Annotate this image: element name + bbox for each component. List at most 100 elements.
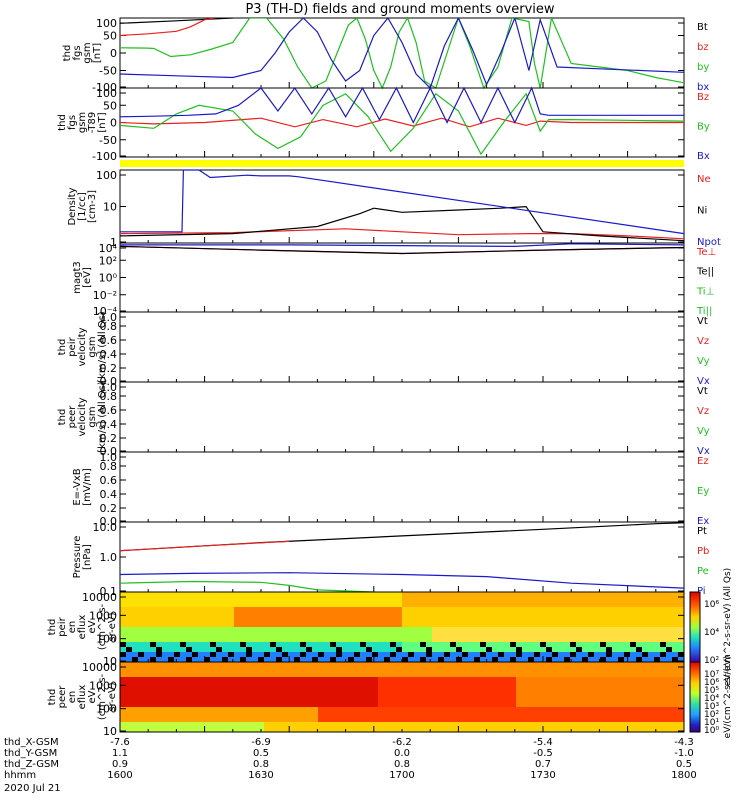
spectrogram-cell bbox=[672, 642, 679, 648]
spectrogram-cell bbox=[480, 622, 487, 628]
spectrogram-cell bbox=[480, 702, 487, 708]
spectrogram-cell bbox=[660, 627, 667, 633]
spectrogram-cell bbox=[222, 697, 229, 703]
spectrogram-cell bbox=[588, 697, 595, 703]
spectrogram-cell bbox=[198, 642, 205, 648]
spectrogram-cell bbox=[672, 707, 679, 713]
spectrogram-cell bbox=[624, 702, 631, 708]
spectrogram-cell bbox=[186, 637, 193, 643]
spectrogram-cell bbox=[162, 712, 169, 718]
spectrogram-cell bbox=[216, 612, 223, 618]
spectrogram-cell bbox=[432, 627, 439, 633]
x-axis-row-label: thd_Z-GSM bbox=[4, 759, 59, 770]
spectrogram-cell bbox=[396, 652, 403, 658]
spectrogram-cell bbox=[666, 592, 673, 598]
y-tick-label: 10.0 bbox=[93, 521, 118, 534]
spectrogram-cell bbox=[432, 702, 439, 708]
spectrogram-cell bbox=[678, 697, 685, 703]
series-line-pt bbox=[120, 522, 684, 552]
spectrogram-cell bbox=[552, 657, 559, 663]
spectrogram-cell bbox=[360, 602, 367, 608]
y-tick-label: 0.4 bbox=[100, 348, 118, 361]
spectrogram-cell bbox=[546, 627, 553, 633]
spectrogram-cell bbox=[498, 602, 505, 608]
spectrogram-cell bbox=[252, 617, 259, 623]
spectrogram-cell bbox=[456, 627, 463, 633]
spectrogram-cell bbox=[450, 717, 457, 723]
spectrogram-cell bbox=[216, 662, 223, 668]
spectrogram-cell bbox=[264, 662, 271, 668]
spectrogram-cell bbox=[492, 652, 499, 658]
spectrogram-cell bbox=[240, 627, 247, 633]
spectrogram-cell bbox=[168, 657, 175, 663]
spectrogram-cell bbox=[282, 612, 289, 618]
spectrogram-cell bbox=[288, 727, 295, 733]
spectrogram-cell bbox=[120, 597, 127, 603]
spectrogram-cell bbox=[438, 642, 445, 648]
spectrogram-cell bbox=[660, 712, 667, 718]
spectrogram-cell bbox=[534, 617, 541, 623]
spectrogram-cell bbox=[624, 662, 631, 668]
spectrogram-cell bbox=[330, 697, 337, 703]
spectrogram-cell bbox=[666, 677, 673, 683]
spectrogram-cell bbox=[540, 607, 547, 613]
spectrogram-cell bbox=[498, 612, 505, 618]
spectrogram-cell bbox=[426, 667, 433, 673]
spectrogram-cell bbox=[588, 652, 595, 658]
spectrogram-cell bbox=[420, 687, 427, 693]
spectrogram-cell bbox=[354, 662, 361, 668]
spectrogram-cell bbox=[648, 607, 655, 613]
spectrogram-cell bbox=[516, 712, 523, 718]
spectrogram-cell bbox=[198, 622, 205, 628]
spectrogram-cell bbox=[678, 722, 685, 728]
spectrogram-cell bbox=[510, 717, 517, 723]
legend-label: Ex bbox=[697, 516, 709, 527]
spectrogram-cell bbox=[216, 622, 223, 628]
spectrogram-cell bbox=[174, 652, 181, 658]
spectrogram bbox=[120, 662, 685, 733]
spectrogram-cell bbox=[426, 722, 433, 728]
spectrogram-cell bbox=[300, 602, 307, 608]
spectrogram-cell bbox=[408, 722, 415, 728]
spectrogram-cell bbox=[324, 662, 331, 668]
spectrogram-cell bbox=[132, 697, 139, 703]
spectrogram-cell bbox=[540, 717, 547, 723]
spectrogram-cell bbox=[360, 617, 367, 623]
spectrogram-cell bbox=[408, 597, 415, 603]
spectrogram-cell bbox=[480, 667, 487, 673]
spectrogram-cell bbox=[624, 687, 631, 693]
spectrogram-cell bbox=[282, 707, 289, 713]
spectrogram-cell bbox=[474, 652, 481, 658]
spectrogram-cell bbox=[564, 687, 571, 693]
spectrogram-cell bbox=[672, 652, 679, 658]
spectrogram-cell bbox=[414, 642, 421, 648]
spectrogram-cell bbox=[480, 657, 487, 663]
spectrogram-cell bbox=[426, 687, 433, 693]
spectrogram-cell bbox=[402, 702, 409, 708]
y-axis-label: [nPa] bbox=[82, 544, 93, 570]
spectrogram-cell bbox=[270, 727, 277, 733]
spectrogram-cell bbox=[270, 617, 277, 623]
spectrogram-cell bbox=[564, 652, 571, 658]
spectrogram-cell bbox=[576, 637, 583, 643]
spectrogram-cell bbox=[528, 602, 535, 608]
spectrogram-cell bbox=[420, 677, 427, 683]
spectrogram-cell bbox=[282, 712, 289, 718]
y-axis-label: [km/s] (All Qs) bbox=[97, 381, 108, 453]
spectrogram-cell bbox=[378, 707, 385, 713]
spectrogram-cell bbox=[246, 657, 253, 663]
spectrogram-cell bbox=[546, 717, 553, 723]
spectrogram-cell bbox=[174, 727, 181, 733]
spectrogram-cell bbox=[576, 682, 583, 688]
spectrogram-cell bbox=[348, 717, 355, 723]
spectrogram-cell bbox=[438, 632, 445, 638]
spectrogram-cell bbox=[210, 627, 217, 633]
spectrogram-cell bbox=[360, 697, 367, 703]
spectrogram-cell bbox=[444, 672, 451, 678]
spectrogram-cell bbox=[162, 597, 169, 603]
spectrogram-cell bbox=[324, 652, 331, 658]
spectrogram-cell bbox=[282, 602, 289, 608]
spectrogram-cell bbox=[228, 602, 235, 608]
spectrogram-cell bbox=[636, 632, 643, 638]
